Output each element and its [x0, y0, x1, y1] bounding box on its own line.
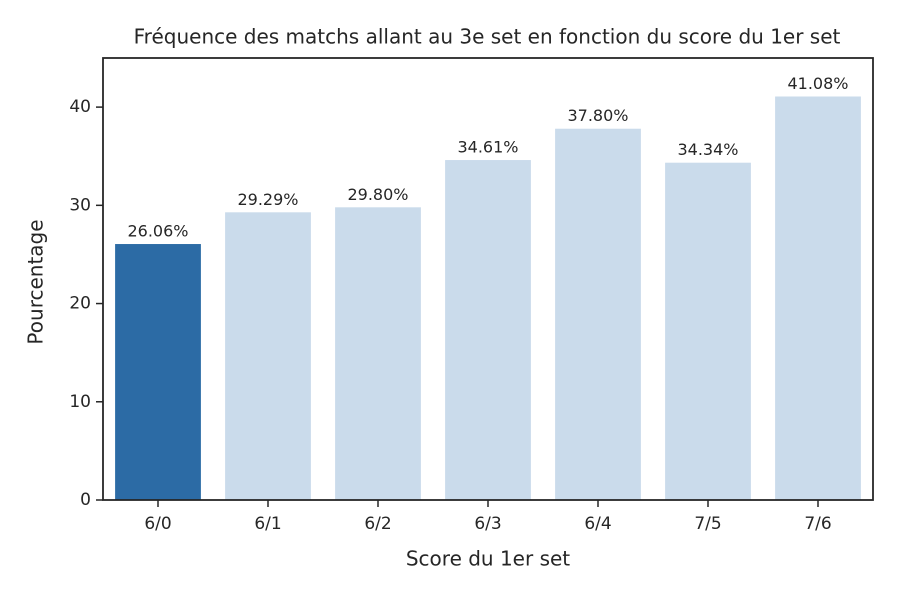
- bar: [555, 128, 641, 500]
- y-tick-label: 40: [69, 97, 91, 117]
- value-label: 29.29%: [237, 190, 298, 209]
- y-tick-label: 0: [80, 490, 91, 510]
- value-label: 37.80%: [567, 106, 628, 125]
- x-tick-label: 6/3: [474, 514, 501, 534]
- x-tick-label: 6/2: [364, 514, 391, 534]
- y-tick-label: 10: [69, 392, 91, 412]
- bar: [115, 244, 201, 500]
- bar: [225, 212, 311, 500]
- x-tick-label: 6/1: [254, 514, 281, 534]
- value-label: 41.08%: [787, 74, 848, 93]
- bar: [335, 207, 421, 500]
- value-label: 26.06%: [127, 222, 188, 241]
- axes-frame: [102, 57, 874, 501]
- chart-title: Fréquence des matchs allant au 3e set en…: [134, 25, 841, 49]
- x-axis-label: Score du 1er set: [406, 547, 570, 571]
- x-tick-label: 6/0: [144, 514, 171, 534]
- x-tick-label: 7/5: [694, 514, 721, 534]
- bar: [445, 160, 531, 500]
- value-label: 34.34%: [677, 140, 738, 159]
- y-axis-label: Pourcentage: [24, 219, 48, 344]
- value-label: 29.80%: [347, 185, 408, 204]
- x-tick-label: 6/4: [584, 514, 611, 534]
- bar: [775, 96, 861, 500]
- bar: [665, 162, 751, 500]
- y-tick-label: 30: [69, 195, 91, 215]
- value-label: 34.61%: [457, 138, 518, 157]
- y-tick-label: 20: [69, 294, 91, 314]
- x-tick-label: 7/6: [804, 514, 831, 534]
